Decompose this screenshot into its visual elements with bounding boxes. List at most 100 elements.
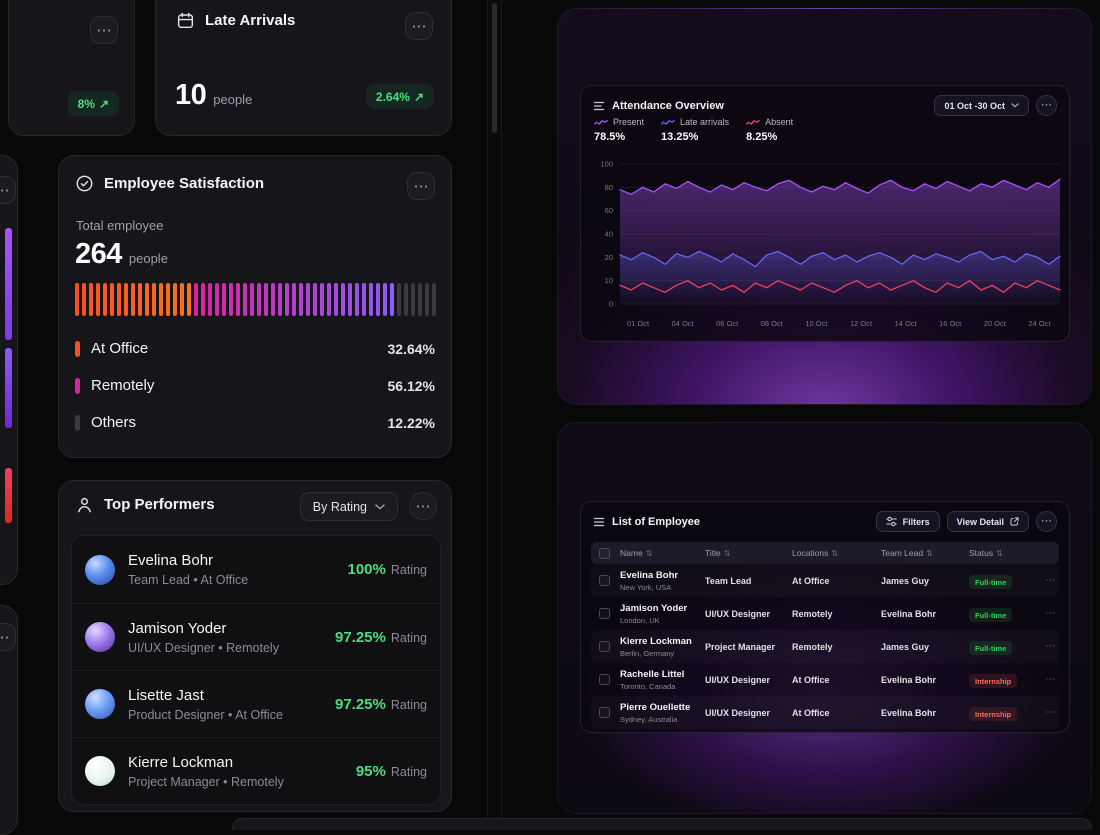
- status-badge: Full-time: [969, 608, 1013, 622]
- legend-absent: Absent 8.25%: [746, 117, 793, 143]
- performer-name: Lisette Jast: [128, 686, 204, 704]
- row-menu-button[interactable]: ⋯: [1045, 641, 1055, 652]
- list-lines-icon: [593, 516, 605, 528]
- column-header-status[interactable]: Status ⇅: [969, 548, 1003, 558]
- top-performers-title: Top Performers: [104, 496, 215, 513]
- employee-title: Project Manager: [705, 641, 776, 652]
- employee-name: Pierre Ouellette: [620, 701, 691, 713]
- sort-by-rating-label: By Rating: [312, 499, 367, 514]
- svg-text:20 Oct: 20 Oct: [984, 319, 1007, 328]
- performer-name: Kierre Lockman: [128, 753, 234, 771]
- table-row[interactable]: Rachelle Littel Toronto, Canada UI/UX De…: [591, 663, 1059, 696]
- employee-team-lead: Evelina Bohr: [881, 674, 937, 685]
- row-menu-button[interactable]: ⋯: [1045, 608, 1055, 619]
- employee-name: Kierre Lockman: [620, 635, 692, 647]
- date-range-dropdown[interactable]: 01 Oct -30 Oct: [934, 95, 1029, 116]
- at-office-swatch-icon: [75, 340, 80, 357]
- others-swatch-icon: [75, 414, 80, 431]
- at-office-value: 32.64%: [387, 340, 435, 357]
- svg-text:04 Oct: 04 Oct: [672, 319, 695, 328]
- badge-check-icon: [75, 174, 94, 193]
- attendance-menu-button[interactable]: ⋯: [1036, 95, 1057, 116]
- late-arrivals-delta-value: 2.64%: [375, 89, 410, 104]
- performer-name: Evelina Bohr: [128, 552, 214, 569]
- view-detail-button[interactable]: View Detail: [946, 511, 1029, 532]
- svg-text:0: 0: [609, 300, 613, 309]
- employee-location: Remotely: [792, 641, 833, 652]
- peek-chart-bar-red: [5, 468, 12, 523]
- table-row[interactable]: Pierre Ouellette Sydney, Australia UI/UX…: [591, 696, 1059, 729]
- employee-title: UI/UX Designer: [705, 674, 771, 685]
- wave-icon: [746, 118, 760, 127]
- performer-meta: Team Lead • At Office: [128, 573, 249, 587]
- chevron-down-icon: [375, 503, 385, 510]
- attendance-legend: Present 78.5% Late arrivals 13.25%: [594, 117, 793, 143]
- row-checkbox[interactable]: [598, 707, 610, 718]
- svg-text:80: 80: [605, 183, 613, 192]
- peek-card-menu-button-1[interactable]: ⋯: [0, 176, 16, 204]
- peek-chart-bar-purple-1: [5, 228, 12, 340]
- column-header-name[interactable]: Name ⇅: [620, 548, 653, 558]
- trend-up-icon: ↗: [98, 96, 109, 111]
- performer-name: Jamison Yoder: [128, 619, 227, 637]
- table-row[interactable]: Kierre Lockman Berlin, Germany Project M…: [591, 630, 1059, 663]
- sort-icon: ⇅: [645, 548, 653, 558]
- status-badge: Internship: [969, 674, 1018, 688]
- legend-present-label: Present: [613, 117, 645, 127]
- performer-row[interactable]: Lisette Jast Product Designer • At Offic…: [72, 670, 440, 737]
- performer-rating-label: Rating: [390, 697, 427, 712]
- table-row[interactable]: Jamison Yoder London, UK UI/UX Designer …: [591, 597, 1059, 630]
- kpi-menu-button[interactable]: ⋯: [90, 16, 118, 44]
- filters-button[interactable]: Filters: [875, 511, 940, 532]
- employee-list-glow-card: List of Employee Filters View Detail ⋯: [557, 422, 1092, 814]
- late-arrivals-delta-badge: 2.64% ↗: [365, 84, 434, 109]
- performer-row[interactable]: Jamison Yoder UI/UX Designer • Remotely …: [72, 603, 440, 670]
- svg-text:60: 60: [605, 206, 613, 215]
- employee-team-lead: James Guy: [881, 575, 930, 586]
- legend-late-label: Late arrivals: [680, 117, 730, 127]
- performer-rating-value: 95%: [355, 762, 386, 780]
- late-arrivals-value: 10: [175, 79, 207, 111]
- scrollbar-thumb[interactable]: [492, 3, 497, 133]
- status-badge: Full-time: [969, 641, 1013, 655]
- column-header-team-lead[interactable]: Team Lead ⇅: [881, 548, 933, 558]
- row-menu-button[interactable]: ⋯: [1045, 707, 1055, 718]
- sort-by-rating-dropdown[interactable]: By Rating: [299, 492, 398, 521]
- select-all-checkbox[interactable]: [598, 547, 610, 559]
- column-header-locations[interactable]: Locations ⇅: [792, 548, 839, 558]
- employee-location: At Office: [792, 674, 830, 685]
- column-header-title[interactable]: Title ⇅: [705, 548, 731, 558]
- row-checkbox[interactable]: [598, 575, 610, 586]
- performer-meta: UI/UX Designer • Remotely: [128, 640, 279, 655]
- legend-present: Present 78.5%: [594, 117, 644, 143]
- employee-location: At Office: [792, 575, 830, 586]
- others-value: 12.22%: [387, 414, 435, 431]
- peek-card-bottom: [232, 818, 1092, 830]
- svg-text:24 Oct: 24 Oct: [1028, 319, 1051, 328]
- date-range-label: 01 Oct -30 Oct: [944, 100, 1005, 111]
- wave-icon: [661, 118, 675, 127]
- employee-city: New York, USA: [620, 582, 672, 592]
- peek-card-menu-button-2[interactable]: ⋯: [0, 623, 16, 651]
- status-badge: Internship: [969, 707, 1018, 721]
- row-checkbox[interactable]: [598, 608, 610, 619]
- employee-satisfaction-title: Employee Satisfaction: [104, 175, 265, 192]
- performer-row[interactable]: Evelina Bohr Team Lead • At Office 100% …: [72, 536, 440, 603]
- employee-team-lead: Evelina Bohr: [881, 707, 937, 718]
- row-checkbox[interactable]: [598, 674, 610, 685]
- row-checkbox[interactable]: [598, 641, 610, 652]
- table-row[interactable]: Evelina Bohr New York, USA Team Lead At …: [591, 564, 1059, 597]
- employee-list-menu-button[interactable]: ⋯: [1036, 511, 1057, 532]
- avatar: [85, 756, 115, 786]
- late-arrivals-menu-button[interactable]: ⋯: [405, 12, 433, 40]
- svg-text:100: 100: [600, 160, 613, 169]
- row-menu-button[interactable]: ⋯: [1045, 575, 1055, 586]
- legend-late-arrivals: Late arrivals 13.25%: [661, 117, 729, 143]
- chevron-down-icon: [1011, 103, 1019, 108]
- external-link-icon: [1010, 517, 1019, 526]
- scrollbar-track: [487, 0, 502, 825]
- performer-row[interactable]: Kierre Lockman Project Manager • Remotel…: [72, 737, 440, 804]
- top-performers-menu-button[interactable]: ⋯: [409, 492, 437, 520]
- row-menu-button[interactable]: ⋯: [1045, 674, 1055, 685]
- employee-satisfaction-menu-button[interactable]: ⋯: [407, 172, 435, 200]
